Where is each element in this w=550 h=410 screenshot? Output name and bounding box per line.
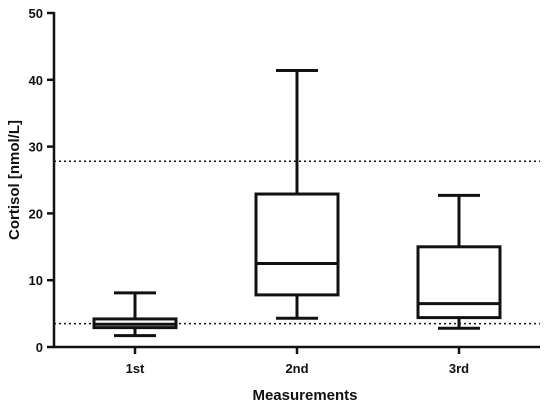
box-iqr <box>416 245 502 320</box>
y-tick-label: 50 <box>29 6 43 21</box>
x-tick-label: 1st <box>126 361 145 376</box>
x-axis-title: Measurements <box>252 387 357 404</box>
x-tick-label: 2nd <box>285 361 308 376</box>
y-tick-label: 30 <box>29 140 43 155</box>
box-series <box>92 68 502 338</box>
box-3rd <box>416 193 502 330</box>
box-1st <box>92 291 178 338</box>
y-tick-label: 40 <box>29 73 43 88</box>
y-tick-label: 0 <box>36 340 43 355</box>
box-iqr <box>254 192 340 297</box>
y-tick-label: 10 <box>29 273 43 288</box>
x-ticks: 1st 2nd 3rd <box>126 347 469 376</box>
y-axis-title: Cortisol [nmol/L] <box>6 120 23 240</box>
y-tick-label: 20 <box>29 206 43 221</box>
box-2nd <box>254 68 340 320</box>
y-ticks: 0 10 20 30 40 50 <box>29 6 54 355</box>
x-tick-label: 3rd <box>449 361 469 376</box>
